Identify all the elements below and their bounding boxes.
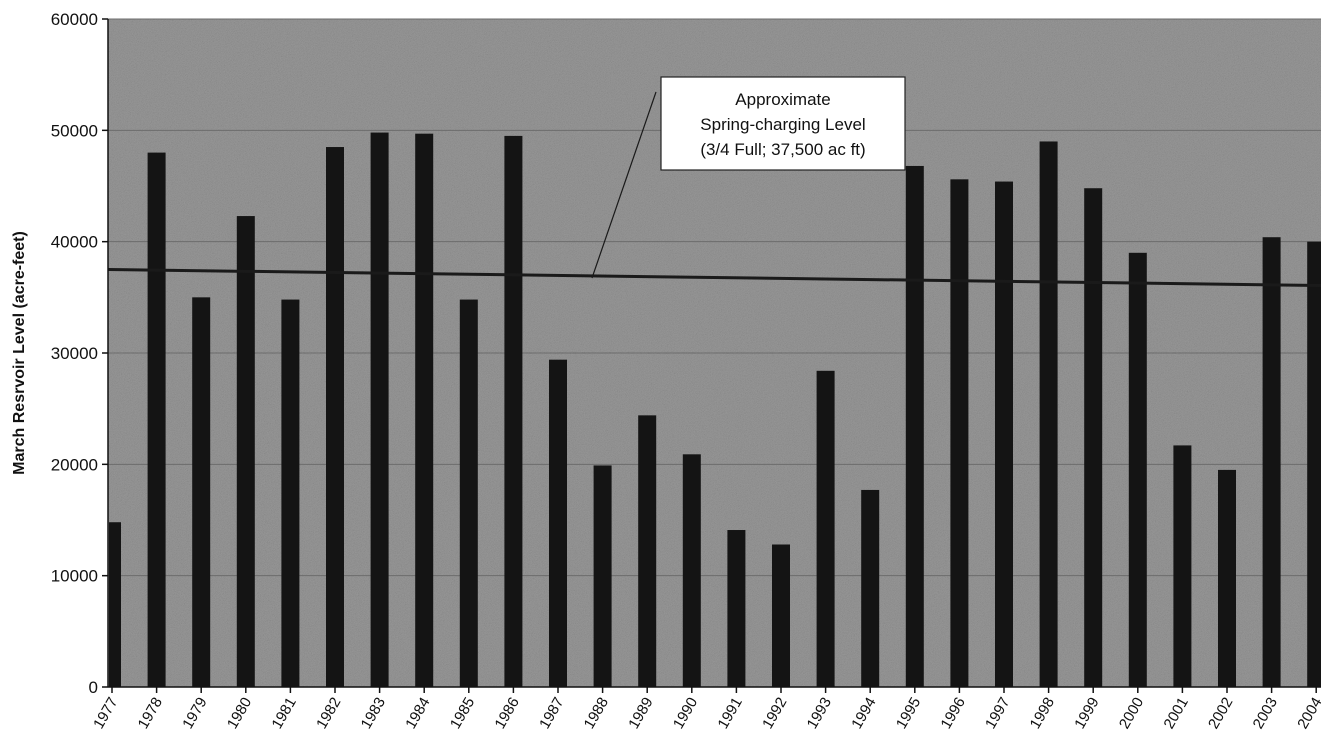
bar-1980 (236, 216, 255, 687)
x-tick-label-2004: 2004 (1294, 695, 1321, 732)
annotation-box: Approximate Spring-charging Level (3/4 F… (660, 76, 906, 171)
bar-1987 (549, 359, 567, 687)
x-tick-label-2000: 2000 (1116, 695, 1147, 732)
x-tick-label-1983: 1983 (358, 695, 389, 732)
bar-1992 (772, 544, 790, 687)
y-tick-label: 10000 (51, 567, 98, 586)
bar-1988 (593, 465, 612, 687)
x-tick-label-1991: 1991 (714, 695, 745, 732)
bar-1977 (109, 522, 121, 687)
y-axis-label: March Resrvoir Level (acre-feet) (11, 231, 28, 475)
grid-lines (108, 18, 1321, 577)
bar-1983 (370, 132, 389, 687)
y-tick-label: 30000 (51, 344, 98, 363)
bar-2001 (1173, 445, 1192, 687)
bar-1991 (727, 530, 746, 687)
x-tick-label-1985: 1985 (447, 695, 478, 732)
bar-1996 (950, 179, 969, 687)
y-tick-label: 20000 (51, 455, 98, 474)
x-tick-label-1997: 1997 (982, 695, 1013, 732)
x-axis-ticks: 1977 1978 1979 1980 1981 1982 1983 1984 1985 1986… (90, 687, 1321, 732)
bar-1985 (459, 299, 478, 687)
bar-2002 (1218, 469, 1236, 687)
bar-1997 (995, 181, 1013, 687)
annotation-line-1: Approximate (735, 90, 830, 109)
x-tick-label-1988: 1988 (581, 695, 612, 732)
spring-charging-level-line (107, 268, 1321, 287)
x-tick-label-1992: 1992 (759, 695, 790, 732)
x-tick-label-1994: 1994 (848, 695, 879, 732)
x-tick-label-1995: 1995 (893, 695, 924, 732)
x-tick-label-1989: 1989 (625, 695, 656, 732)
bar-1982 (326, 147, 344, 688)
y-tick-label: 0 (89, 678, 98, 697)
bar-1978 (147, 152, 166, 688)
x-tick-label-1987: 1987 (536, 695, 567, 732)
x-tick-label-1981: 1981 (268, 695, 299, 732)
bar-1998 (1039, 141, 1058, 687)
x-tick-label-1980: 1980 (224, 695, 255, 732)
x-tick-label-1993: 1993 (804, 695, 835, 732)
bar-1993 (816, 370, 835, 687)
annotation-leader-line (591, 91, 657, 279)
x-tick-label-1998: 1998 (1027, 695, 1058, 732)
bar-1979 (192, 297, 211, 687)
x-tick-label-2001: 2001 (1160, 695, 1191, 732)
bar-2003 (1262, 237, 1281, 688)
bar-1995 (905, 165, 924, 687)
x-tick-label-1977: 1977 (90, 695, 121, 732)
bar-2004 (1307, 241, 1321, 687)
annotation-line-3: (3/4 Full; 37,500 ac ft) (700, 140, 865, 159)
x-tick-label-1996: 1996 (937, 695, 968, 732)
x-tick-label-2003: 2003 (1250, 695, 1281, 732)
y-tick-label: 60000 (51, 10, 98, 29)
bar-2000 (1128, 252, 1147, 688)
y-tick-label: 50000 (51, 121, 98, 140)
bar-1986 (504, 135, 523, 687)
bar-1994 (861, 489, 880, 687)
x-tick-label-1979: 1979 (179, 695, 210, 732)
x-tick-label-1978: 1978 (135, 695, 166, 732)
bar-1989 (638, 415, 657, 687)
x-tick-label-1990: 1990 (670, 695, 701, 732)
bar-1990 (682, 454, 701, 687)
bar-1981 (281, 299, 300, 687)
bar-1984 (415, 133, 434, 687)
x-tick-label-1984: 1984 (402, 695, 433, 732)
x-tick-label-1986: 1986 (491, 695, 522, 732)
x-tick-label-1982: 1982 (313, 695, 344, 732)
x-tick-label-2002: 2002 (1205, 695, 1236, 732)
y-axis-ticks: 0 10000 20000 30000 40000 50000 60000 (51, 10, 108, 697)
y-tick-label: 40000 (51, 233, 98, 252)
x-tick-label-1999: 1999 (1071, 695, 1102, 732)
annotation-line-2: Spring-charging Level (700, 115, 865, 134)
bar-1999 (1084, 188, 1103, 687)
